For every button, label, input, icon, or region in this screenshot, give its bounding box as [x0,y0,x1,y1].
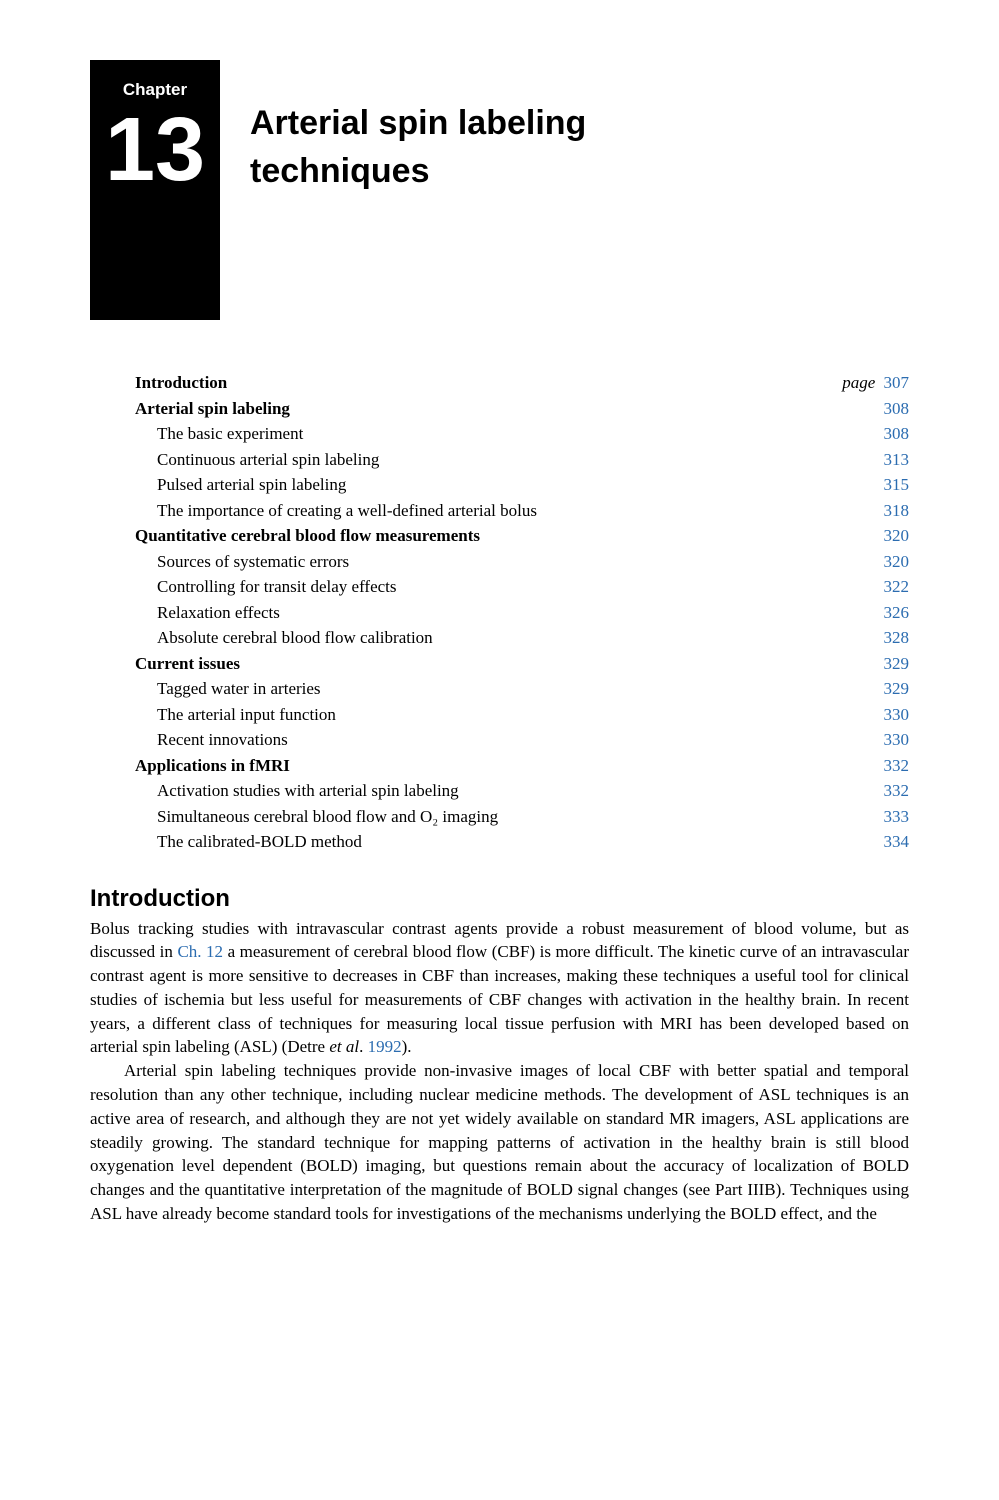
toc-entry-title: Pulsed arterial spin labeling [135,472,346,498]
text-fragment: ). [402,1037,412,1056]
chapter-12-link[interactable]: Ch. 12 [177,942,223,961]
toc-row: Controlling for transit delay effects 322 [135,574,909,600]
toc-entry-page[interactable]: 308 [859,396,909,422]
toc-entry-title: The importance of creating a well-define… [135,498,537,524]
toc-page-number: 308 [884,424,910,443]
citation-year-link[interactable]: 1992 [368,1037,402,1056]
toc-entry-page[interactable]: 320 [859,549,909,575]
text-fragment: . [359,1037,368,1056]
toc-page-number: 322 [884,577,910,596]
toc-row: The calibrated-BOLD method 334 [135,829,909,855]
toc-row: Activation studies with arterial spin la… [135,778,909,804]
toc-entry-title: Arterial spin labeling [135,396,290,422]
toc-page-number: 334 [884,832,910,851]
toc-entry-title: Activation studies with arterial spin la… [135,778,459,804]
toc-entry-title: Introduction [135,370,227,396]
chapter-box: Chapter 13 [90,60,220,320]
toc-entry-title: Absolute cerebral blood flow calibration [135,625,433,651]
toc-entry-title: Controlling for transit delay effects [135,574,397,600]
toc-entry-page[interactable]: 334 [859,829,909,855]
toc-row: Absolute cerebral blood flow calibration… [135,625,909,651]
toc-entry-title: Recent innovations [135,727,288,753]
toc-page-number: 328 [884,628,910,647]
toc-row: Introduction page 307 [135,370,909,396]
toc-entry-title: The arterial input function [135,702,336,728]
toc-page-number: 307 [884,373,910,392]
et-al-text: et al [329,1037,359,1056]
toc-page-number: 332 [884,756,910,775]
table-of-contents: Introductionpage 307Arterial spin labeli… [135,370,909,855]
toc-entry-title: The basic experiment [135,421,303,447]
toc-row: Recent innovations 330 [135,727,909,753]
toc-entry-page[interactable]: 333 [859,804,909,830]
toc-entry-page[interactable]: page 307 [842,370,909,396]
toc-entry-page[interactable]: 322 [859,574,909,600]
toc-page-number: 313 [884,450,910,469]
toc-entry-page[interactable]: 332 [859,778,909,804]
toc-entry-title: Simultaneous cerebral blood flow and O₂ … [135,804,498,830]
toc-entry-title: Continuous arterial spin labeling [135,447,379,473]
toc-entry-title: Sources of systematic errors [135,549,349,575]
toc-row: Current issues 329 [135,651,909,677]
toc-entry-page[interactable]: 332 [859,753,909,779]
toc-entry-page[interactable]: 326 [859,600,909,626]
toc-page-number: 329 [884,679,910,698]
introduction-heading: Introduction [90,885,909,913]
toc-row: Pulsed arterial spin labeling 315 [135,472,909,498]
toc-entry-title: Tagged water in arteries [135,676,321,702]
toc-row: The arterial input function 330 [135,702,909,728]
chapter-title-line2: techniques [250,152,429,190]
toc-entry-page[interactable]: 318 [859,498,909,524]
toc-page-number: 308 [884,399,910,418]
toc-row: Quantitative cerebral blood flow measure… [135,523,909,549]
toc-page-number: 333 [884,807,910,826]
chapter-title-line1: Arterial spin labeling [250,104,586,142]
toc-row: The importance of creating a well-define… [135,498,909,524]
toc-row: Simultaneous cerebral blood flow and O₂ … [135,804,909,830]
toc-page-number: 320 [884,552,910,571]
toc-page-label: page [842,373,879,392]
toc-page-number: 315 [884,475,910,494]
toc-page-number: 326 [884,603,910,622]
chapter-title: Arterial spin labeling techniques [250,100,586,195]
toc-entry-page[interactable]: 330 [859,702,909,728]
toc-row: Arterial spin labeling 308 [135,396,909,422]
toc-entry-page[interactable]: 329 [859,676,909,702]
toc-row: The basic experiment 308 [135,421,909,447]
toc-page-number: 330 [884,705,910,724]
toc-row: Sources of systematic errors 320 [135,549,909,575]
toc-page-number: 330 [884,730,910,749]
toc-entry-title: Relaxation effects [135,600,280,626]
page-container: Chapter 13 Arterial spin labeling techni… [0,0,999,1266]
toc-page-number: 332 [884,781,910,800]
toc-entry-title: The calibrated-BOLD method [135,829,362,855]
toc-entry-page[interactable]: 330 [859,727,909,753]
toc-entry-page[interactable]: 329 [859,651,909,677]
chapter-label: Chapter [123,80,187,100]
toc-entry-page[interactable]: 315 [859,472,909,498]
toc-entry-page[interactable]: 320 [859,523,909,549]
toc-entry-title: Quantitative cerebral blood flow measure… [135,523,480,549]
toc-row: Tagged water in arteries 329 [135,676,909,702]
toc-entry-page[interactable]: 308 [859,421,909,447]
toc-entry-title: Current issues [135,651,240,677]
introduction-body: Bolus tracking studies with intravascula… [90,917,909,1226]
introduction-para1: Bolus tracking studies with intravascula… [90,917,909,1060]
toc-entry-title: Applications in fMRI [135,753,290,779]
chapter-header: Chapter 13 Arterial spin labeling techni… [90,60,909,320]
toc-row: Applications in fMRI 332 [135,753,909,779]
toc-entry-page[interactable]: 328 [859,625,909,651]
toc-row: Continuous arterial spin labeling 313 [135,447,909,473]
toc-page-number: 329 [884,654,910,673]
chapter-number: 13 [105,105,205,195]
introduction-para2: Arterial spin labeling techniques provid… [90,1059,909,1226]
toc-row: Relaxation effects 326 [135,600,909,626]
toc-entry-page[interactable]: 313 [859,447,909,473]
toc-page-number: 320 [884,526,910,545]
toc-page-number: 318 [884,501,910,520]
